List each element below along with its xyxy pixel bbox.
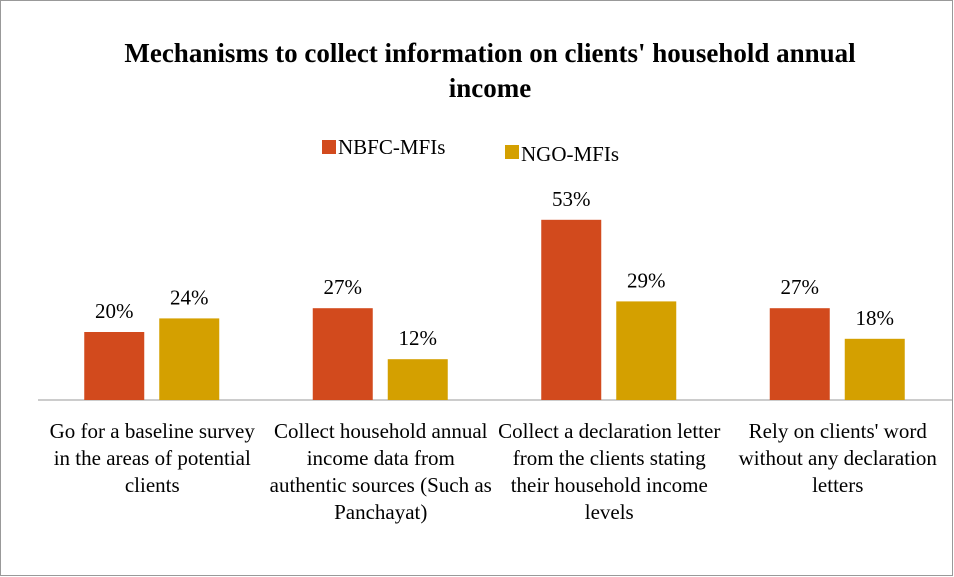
x-tick-label: Go for a baseline survey in the areas of… <box>49 419 255 497</box>
x-tick-label: Collect household annual income data fro… <box>269 419 492 524</box>
bar <box>387 359 448 400</box>
data-label: 24% <box>170 285 209 309</box>
x-tick-label: Rely on clients' word without any declar… <box>738 419 937 497</box>
bar <box>312 308 373 400</box>
bar <box>769 308 830 400</box>
legend-label: NGO-MFIs <box>521 142 619 166</box>
data-label: 29% <box>627 268 666 292</box>
x-tick-label: Collect a declaration letter from the cl… <box>498 419 721 524</box>
legend-swatch <box>322 140 336 154</box>
bar <box>844 338 905 400</box>
bar <box>159 318 220 400</box>
data-label: 18% <box>856 306 895 330</box>
data-label: 27% <box>781 275 820 299</box>
data-label: 12% <box>399 326 438 350</box>
bar <box>84 332 145 400</box>
bar <box>616 301 677 400</box>
bar <box>541 219 602 400</box>
legend-swatch <box>505 145 519 159</box>
data-label: 27% <box>324 275 363 299</box>
data-label: 20% <box>95 299 134 323</box>
chart-title: Mechanisms to collect information on cli… <box>124 38 856 103</box>
data-label: 53% <box>552 187 591 211</box>
legend-label: NBFC-MFIs <box>338 135 445 159</box>
